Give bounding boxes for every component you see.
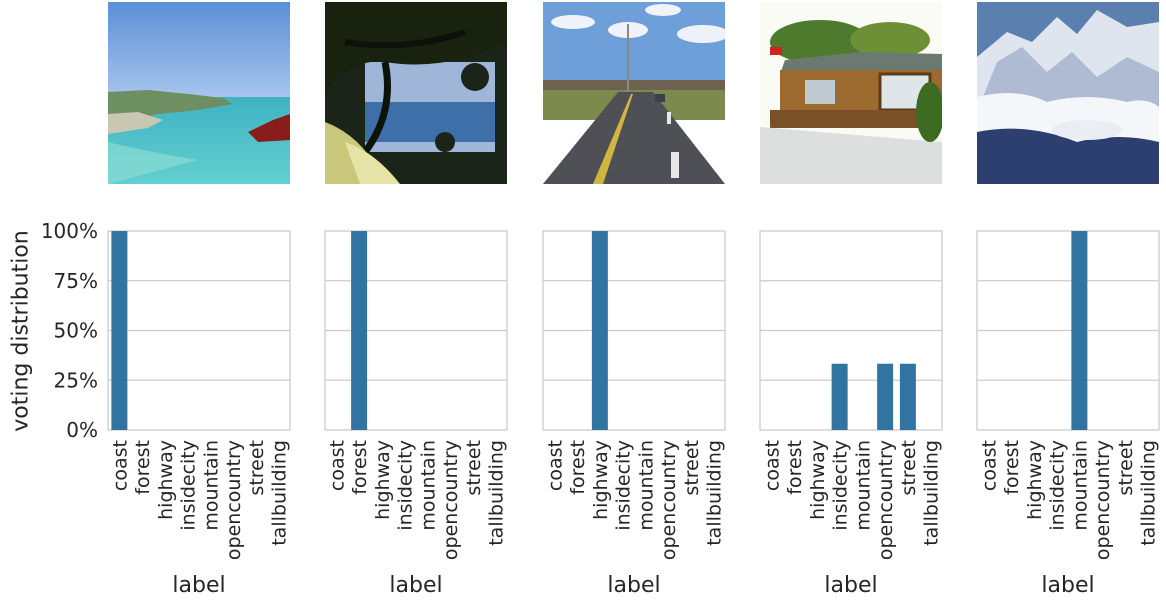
x-tick-label: opencountry [658, 440, 680, 560]
coast-photo [108, 2, 290, 184]
x-tick-label: highway [590, 440, 612, 520]
plot-frame [107, 230, 291, 431]
x-tick-label: tallbuilding [1138, 440, 1160, 546]
x-tick-label: opencountry [440, 440, 462, 560]
x-tick-label: forest [132, 440, 154, 495]
x-tick-label: insidecity [830, 440, 852, 531]
x-tick-label: coast [978, 440, 1000, 491]
mountain-photo [977, 2, 1159, 184]
x-tick-label: forest [567, 440, 589, 495]
x-tick-label: forest [784, 440, 806, 495]
x-axis-label: label [389, 573, 442, 598]
y-tick-label: 75% [54, 269, 98, 293]
x-tick-label: opencountry [1092, 440, 1114, 560]
x-axis-label: label [172, 573, 225, 598]
x-tick-label: street [1115, 440, 1137, 496]
house-photo [760, 2, 942, 184]
x-tick-label: insidecity [395, 440, 417, 531]
x-tick-label: street [681, 440, 703, 496]
x-tick-label: street [246, 440, 268, 496]
x-tick-label: insidecity [178, 440, 200, 531]
x-tick-label: highway [1024, 440, 1046, 520]
plot-frame [542, 230, 726, 431]
bar-opencountry [877, 363, 894, 430]
bar-street [899, 363, 916, 430]
plot-frame [759, 230, 943, 431]
bar-insidecity [831, 363, 848, 430]
bar-coast [111, 231, 128, 430]
x-tick-label: highway [807, 440, 829, 520]
x-tick-label: coast [109, 440, 131, 491]
y-tick-label: 25% [54, 368, 98, 392]
plot-frame [976, 230, 1160, 431]
x-tick-label: street [463, 440, 485, 496]
x-tick-label: mountain [635, 440, 657, 531]
x-axis-label: label [824, 573, 877, 598]
x-tick-label: insidecity [1047, 440, 1069, 531]
x-tick-label: opencountry [223, 440, 245, 560]
y-tick-label: 0% [66, 418, 98, 442]
x-tick-label: forest [1001, 440, 1023, 495]
x-tick-label: forest [349, 440, 371, 495]
y-tick-label: 50% [54, 319, 98, 343]
x-tick-label: tallbuilding [269, 440, 291, 546]
forest-photo [325, 2, 507, 184]
x-tick-label: coast [326, 440, 348, 491]
x-tick-label: tallbuilding [921, 440, 943, 546]
bar-mountain [1071, 231, 1088, 430]
plot-frame [324, 230, 508, 431]
x-tick-label: coast [544, 440, 566, 491]
x-tick-label: highway [155, 440, 177, 520]
x-tick-label: mountain [852, 440, 874, 531]
x-tick-label: opencountry [875, 440, 897, 560]
x-axis-label: label [1041, 573, 1094, 598]
x-tick-label: tallbuilding [486, 440, 508, 546]
x-tick-label: street [898, 440, 920, 496]
x-tick-label: highway [372, 440, 394, 520]
x-tick-label: mountain [200, 440, 222, 531]
bar-highway [591, 231, 608, 430]
x-tick-label: mountain [1069, 440, 1091, 531]
x-tick-label: insidecity [613, 440, 635, 531]
x-axis-label: label [607, 573, 660, 598]
x-tick-label: mountain [417, 440, 439, 531]
y-axis-label: voting distribution [8, 230, 34, 432]
x-tick-label: tallbuilding [704, 440, 726, 546]
bar-forest [351, 231, 368, 430]
y-tick-label: 100% [41, 219, 98, 243]
x-tick-label: coast [761, 440, 783, 491]
highway-photo [543, 2, 725, 184]
